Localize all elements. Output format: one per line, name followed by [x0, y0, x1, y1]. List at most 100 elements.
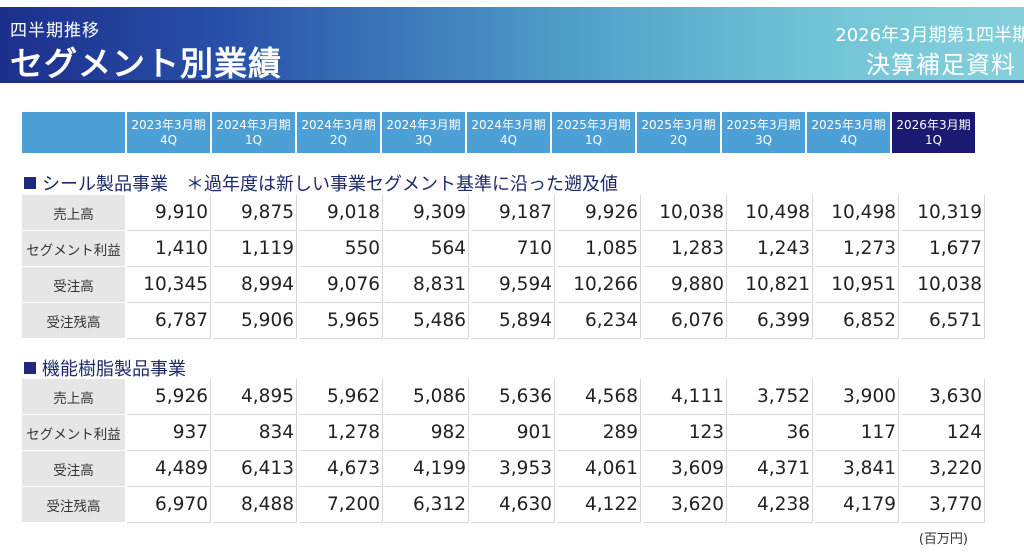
section-bullet [24, 362, 36, 374]
table-cell: 6,970 [127, 487, 211, 523]
table-cell: 5,486 [385, 303, 469, 339]
table-cell: 4,111 [643, 379, 727, 415]
table-cell: 9,018 [299, 195, 383, 231]
table-cell: 123 [643, 415, 727, 451]
column-header: 2024年3月期 4Q [467, 112, 550, 153]
table-row: 売上高 5,926 4,895 5,962 5,086 5,636 4,568 … [22, 379, 985, 415]
report-name: 決算補足資料 [866, 51, 1016, 79]
unit-note: (百万円) [918, 532, 968, 547]
column-header: 2024年3月期 1Q [212, 112, 295, 153]
table-cell: 9,880 [643, 267, 727, 303]
table-cell: 3,620 [643, 487, 727, 523]
top-divider [0, 0, 1024, 6]
table-cell: 10,345 [127, 267, 211, 303]
table-cell: 1,119 [213, 231, 297, 267]
table-cell: 6,234 [557, 303, 641, 339]
row-label: 受注残高 [22, 487, 125, 522]
table-cell: 6,076 [643, 303, 727, 339]
table-cell: 4,895 [213, 379, 297, 415]
table-row: 受注高 4,489 6,413 4,673 4,199 3,953 4,061 … [22, 451, 985, 487]
table-cell: 7,200 [299, 487, 383, 523]
table-cell: 3,752 [729, 379, 813, 415]
table-cell: 3,609 [643, 451, 727, 487]
table-cell: 3,953 [471, 451, 555, 487]
table-row: セグメント利益 937 834 1,278 982 901 289 123 36… [22, 415, 985, 451]
row-label: 受注高 [22, 267, 125, 302]
table-cell: 1,283 [643, 231, 727, 267]
table-cell: 5,894 [471, 303, 555, 339]
table-cell: 9,309 [385, 195, 469, 231]
table-cell: 937 [127, 415, 211, 451]
table-cell: 6,413 [213, 451, 297, 487]
row-label: 受注高 [22, 451, 125, 486]
table-cell: 10,319 [901, 195, 985, 231]
table-cell: 10,498 [815, 195, 899, 231]
table-cell: 10,038 [901, 267, 985, 303]
table-row: 売上高 9,910 9,875 9,018 9,309 9,187 9,926 … [22, 195, 985, 231]
table-cell: 550 [299, 231, 383, 267]
column-header: 2025年3月期 4Q [807, 112, 890, 153]
report-period: 2026年3月期第1四半期 [835, 25, 1024, 46]
table-cell: 4,199 [385, 451, 469, 487]
table-cell: 8,488 [213, 487, 297, 523]
table-header-row: 2023年3月期 4Q 2024年3月期 1Q 2024年3月期 2Q 2024年3月… [22, 112, 975, 153]
row-label: セグメント利益 [22, 231, 125, 266]
table-cell: 4,179 [815, 487, 899, 523]
section-title-seal: シール製品事業 ＊過年度は新しい事業セグメント基準に沿った遡及値 [24, 170, 618, 196]
row-label: 売上高 [22, 195, 125, 230]
section-bullet [24, 177, 36, 189]
table-cell: 10,951 [815, 267, 899, 303]
section-title-resin: 機能樹脂製品事業 [24, 355, 186, 381]
table-cell: 1,085 [557, 231, 641, 267]
table-cell: 5,965 [299, 303, 383, 339]
table-cell: 10,498 [729, 195, 813, 231]
row-label: 受注残高 [22, 303, 125, 338]
table-cell: 3,630 [901, 379, 985, 415]
row-label: 売上高 [22, 379, 125, 414]
page-title: セグメント別業績 [10, 44, 282, 83]
column-header: 2024年3月期 2Q [297, 112, 380, 153]
table-cell: 4,122 [557, 487, 641, 523]
table-cell: 6,312 [385, 487, 469, 523]
table-cell: 124 [901, 415, 985, 451]
table-cell: 1,273 [815, 231, 899, 267]
column-header: 2024年3月期 3Q [382, 112, 465, 153]
table-cell: 4,061 [557, 451, 641, 487]
table-cell: 3,770 [901, 487, 985, 523]
column-header: 2025年3月期 2Q [637, 112, 720, 153]
table-cell: 4,630 [471, 487, 555, 523]
table-cell: 564 [385, 231, 469, 267]
header-subtitle: 四半期推移 [10, 21, 100, 41]
table-cell: 3,220 [901, 451, 985, 487]
table-cell: 1,410 [127, 231, 211, 267]
table-cell: 9,594 [471, 267, 555, 303]
table-cell: 10,821 [729, 267, 813, 303]
table-cell: 3,841 [815, 451, 899, 487]
table-cell: 982 [385, 415, 469, 451]
table-cell: 4,673 [299, 451, 383, 487]
table-cell: 5,962 [299, 379, 383, 415]
table-cell: 9,187 [471, 195, 555, 231]
header-banner: 四半期推移 セグメント別業績 2026年3月期第1四半期 決算補足資料 [0, 7, 1024, 83]
table-cell: 289 [557, 415, 641, 451]
table-cell: 6,852 [815, 303, 899, 339]
table-cell: 4,371 [729, 451, 813, 487]
table-cell: 5,926 [127, 379, 211, 415]
table-row: 受注残高 6,970 8,488 7,200 6,312 4,630 4,122… [22, 487, 985, 523]
table-cell: 36 [729, 415, 813, 451]
table-cell: 6,571 [901, 303, 985, 339]
column-header-current: 2026年3月期 1Q [892, 112, 975, 153]
table-cell: 1,243 [729, 231, 813, 267]
table-header-corner [22, 112, 125, 153]
table-cell: 4,489 [127, 451, 211, 487]
table-row: セグメント利益 1,410 1,119 550 564 710 1,085 1,… [22, 231, 985, 267]
table-cell: 5,086 [385, 379, 469, 415]
table-cell: 9,926 [557, 195, 641, 231]
table-cell: 117 [815, 415, 899, 451]
table-cell: 10,038 [643, 195, 727, 231]
table-cell: 5,906 [213, 303, 297, 339]
table-cell: 901 [471, 415, 555, 451]
table-cell: 834 [213, 415, 297, 451]
row-label: セグメント利益 [22, 415, 125, 450]
table-row: 受注残高 6,787 5,906 5,965 5,486 5,894 6,234… [22, 303, 985, 339]
